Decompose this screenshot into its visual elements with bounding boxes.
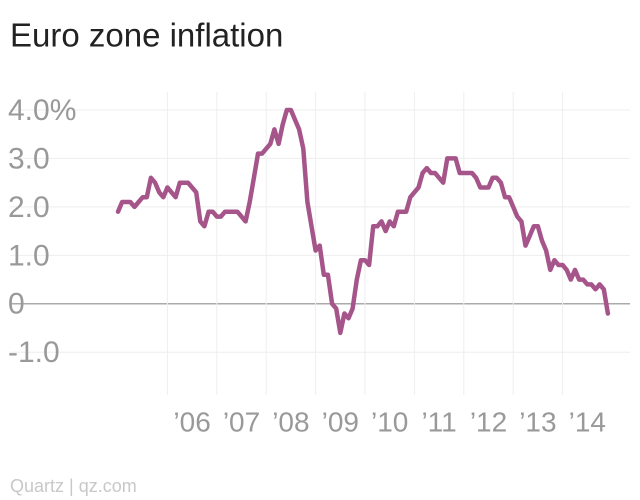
x-tick-label: ’10 (371, 406, 408, 437)
x-tick-label: ’08 (272, 406, 309, 437)
y-tick-label: 2.0 (8, 191, 50, 224)
y-tick-label: 3.0 (8, 142, 50, 175)
data-line (115, 107, 611, 336)
x-tick-label: ’07 (223, 406, 260, 437)
x-tick-label: ’11 (421, 406, 456, 437)
y-tick-label: -1.0 (8, 336, 60, 369)
x-tick-label: ’06 (173, 406, 210, 437)
y-tick-label: 1.0 (8, 239, 50, 272)
chart-title: Euro zone inflation (10, 17, 283, 54)
y-tick-label: 0 (8, 288, 25, 321)
x-tick-label: ’14 (569, 406, 606, 437)
x-tick-label: ’13 (519, 406, 556, 437)
source: Quartz | qz.com (10, 476, 137, 496)
x-tick-label: ’12 (470, 406, 507, 437)
x-tick-label: ’09 (322, 406, 359, 437)
y-tick-label: 4.0% (8, 94, 76, 127)
